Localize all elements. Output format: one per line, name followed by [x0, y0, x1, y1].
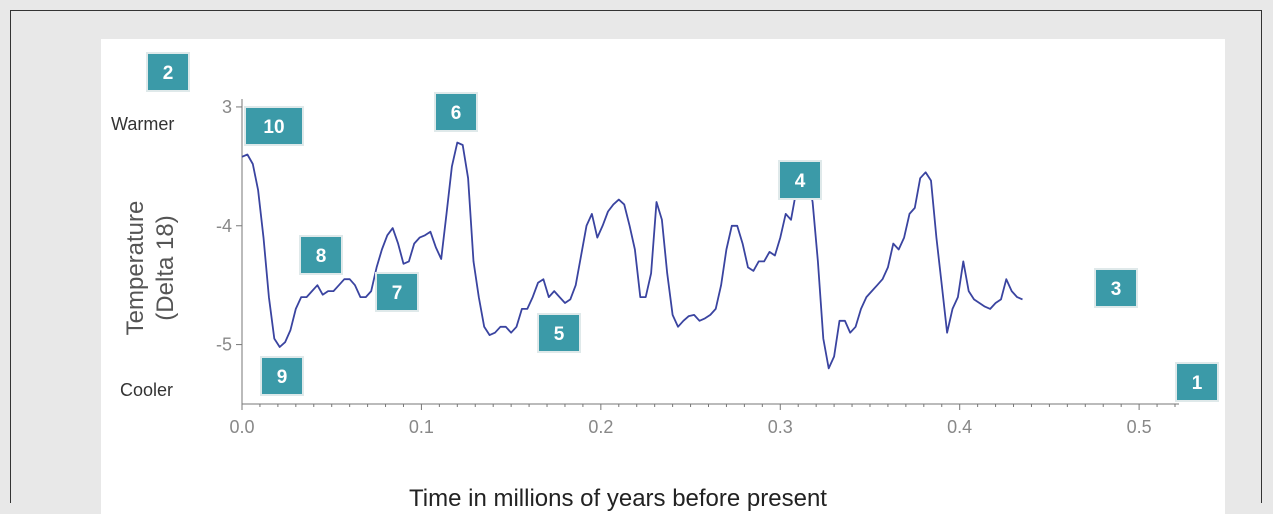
badge-5: 5	[537, 313, 581, 353]
badge-6: 6	[434, 92, 478, 132]
y-axis-title-line-1: Temperature	[122, 201, 149, 336]
badges-group: 1 2 3 4 5 6 7 8 9 10	[146, 52, 1219, 402]
badge-number: 10	[263, 117, 284, 138]
badge-1: 1	[1175, 362, 1219, 402]
x-axis-title: Time in millions of years before present	[409, 485, 827, 512]
badge-box	[434, 92, 478, 132]
badge-box	[1094, 268, 1138, 308]
badge-box	[537, 313, 581, 353]
cooler-label: Cooler	[120, 380, 173, 400]
badge-number: 4	[795, 171, 806, 192]
badge-4: 4	[778, 160, 822, 200]
axes-group	[236, 99, 1179, 410]
y-tick-label: 3	[222, 97, 232, 117]
badge-box	[299, 235, 343, 275]
badge-box	[1175, 362, 1219, 402]
badge-number: 1	[1192, 373, 1203, 394]
badge-number: 6	[451, 103, 462, 124]
y-tick-label: -5	[216, 335, 232, 355]
badge-9: 9	[260, 356, 304, 396]
plot-group	[241, 141, 1023, 370]
badge-box	[260, 356, 304, 396]
badge-box	[244, 106, 304, 146]
warmer-label: Warmer	[111, 114, 174, 134]
temperature-series-line	[241, 141, 1023, 370]
x-tick-label: 0.3	[768, 417, 793, 437]
x-tick-label: 0.5	[1127, 417, 1152, 437]
badge-number: 2	[163, 63, 174, 84]
badge-number: 8	[316, 246, 327, 267]
badge-3: 3	[1094, 268, 1138, 308]
badge-2: 2	[146, 52, 190, 92]
badge-8: 8	[299, 235, 343, 275]
x-tick-label: 0.0	[229, 417, 254, 437]
labels-group: 0.0 0.1 0.2 0.3 0.4 0.5 3 -4 -5 Warmer Cooler Tempe…	[111, 97, 1152, 512]
badge-number: 7	[392, 283, 403, 304]
badge-10: 10	[244, 106, 304, 146]
y-axis-title-line-2: (Delta 18)	[152, 215, 179, 320]
x-tick-label: 0.2	[588, 417, 613, 437]
badge-box	[375, 272, 419, 312]
y-tick-label: -4	[216, 216, 232, 236]
badge-box	[146, 52, 190, 92]
badge-box	[778, 160, 822, 200]
badge-number: 5	[554, 324, 565, 345]
badge-number: 3	[1111, 279, 1122, 300]
x-tick-label: 0.4	[947, 417, 972, 437]
chart: 1 2 3 4 5 6 7 8 9 10 0.0 0.1 0.2 0.3 0.4 0.5 3 -4 -5 Warme…	[111, 52, 1219, 512]
badge-7: 7	[375, 272, 419, 312]
x-tick-label: 0.1	[409, 417, 434, 437]
chart-panel: 1 2 3 4 5 6 7 8 9 10 0.0 0.1 0.2 0.3 0.4 0.5 3 -4 -5 Warme…	[101, 39, 1225, 514]
badge-number: 9	[277, 367, 288, 388]
outer-frame: 1 2 3 4 5 6 7 8 9 10 0.0 0.1 0.2 0.3 0.4 0.5 3 -4 -5 Warme…	[10, 10, 1262, 514]
